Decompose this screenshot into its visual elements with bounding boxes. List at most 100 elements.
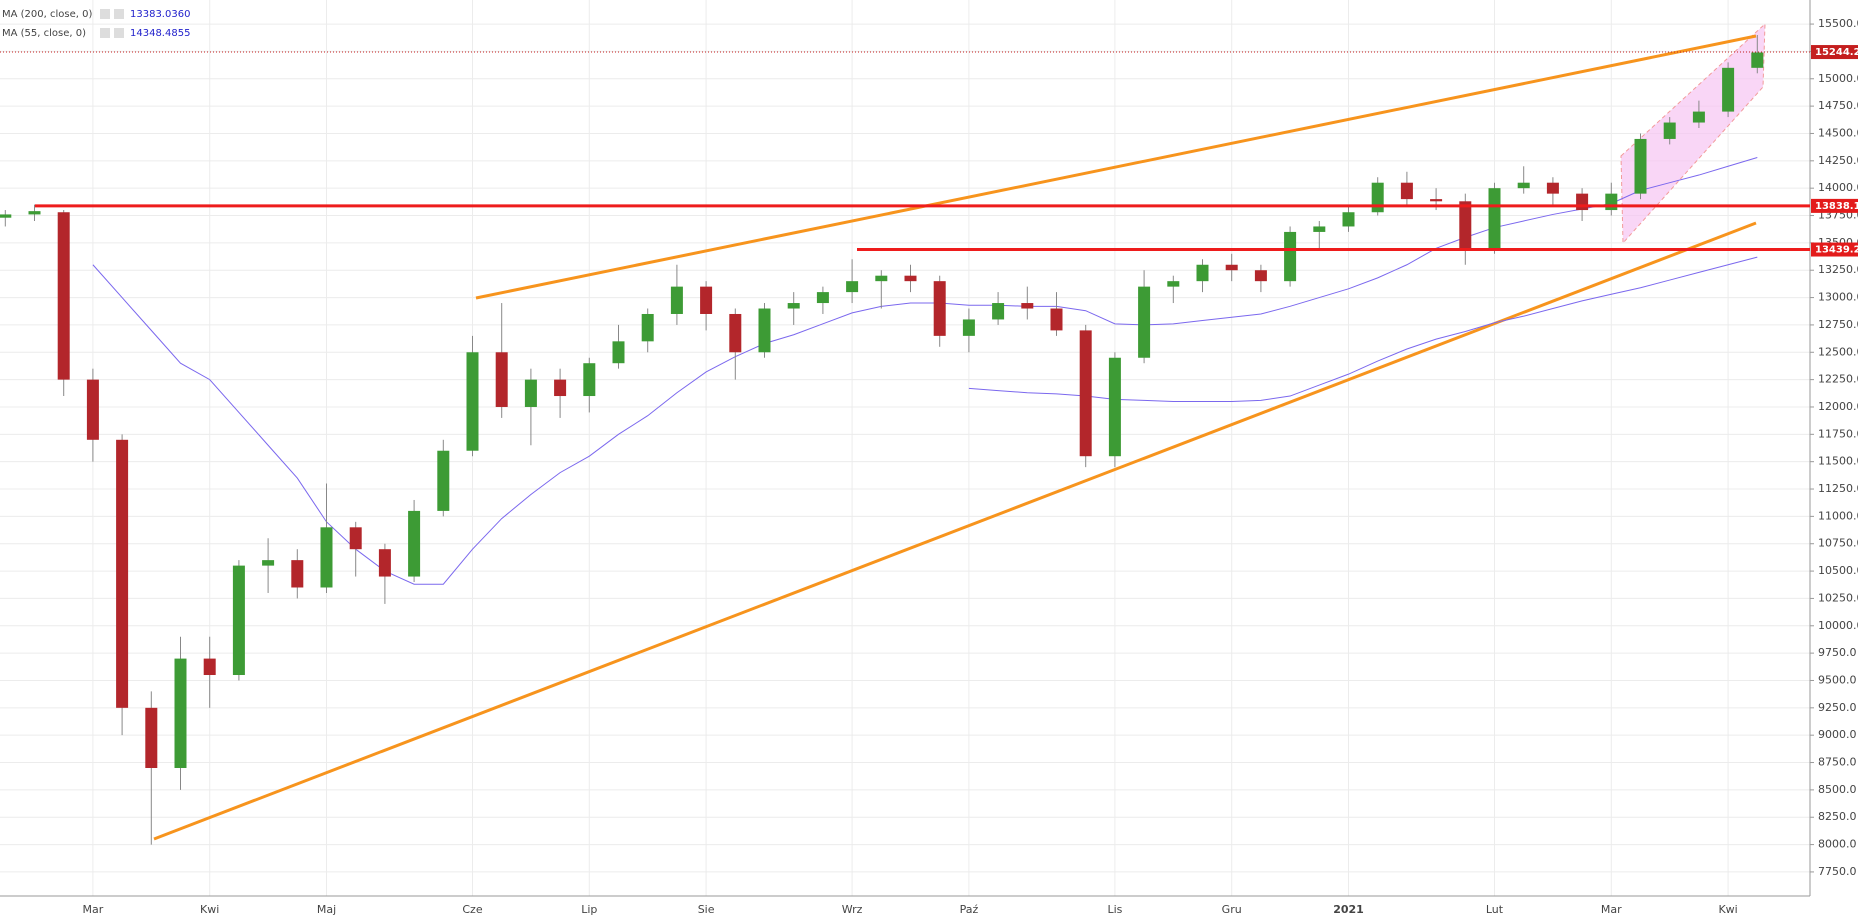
candle-body [846, 281, 859, 293]
candle-body [466, 352, 479, 451]
y-tick-label: 9250.0 [1818, 701, 1857, 714]
candle-body [0, 214, 12, 218]
candle-body [1079, 330, 1092, 457]
x-tick-label: Maj [317, 903, 336, 916]
candle-body [554, 379, 567, 397]
x-tick-label: Gru [1222, 903, 1242, 916]
candle-body [1692, 111, 1705, 123]
candle-body [28, 211, 41, 215]
candle-body [933, 281, 946, 336]
candle-body [1663, 122, 1676, 139]
y-tick-label: 12500.0 [1818, 345, 1858, 358]
legend-button [100, 28, 110, 38]
x-tick-label: Lis [1107, 903, 1122, 916]
candle-body [1371, 182, 1384, 213]
level-label-bg [1811, 198, 1858, 213]
candle-body [1138, 286, 1151, 358]
y-tick-label: 14000.0 [1818, 181, 1858, 194]
y-tick-label: 8000.0 [1818, 838, 1857, 851]
candle-body [1751, 52, 1764, 68]
y-tick-label: 14500.0 [1818, 126, 1858, 139]
candle-body [758, 308, 771, 353]
y-tick-label: 10000.0 [1818, 619, 1858, 632]
candle-body [116, 439, 129, 708]
candle-body [203, 658, 216, 676]
candle-body [1225, 264, 1238, 271]
candle-body [57, 212, 70, 380]
y-tick-label: 13250.0 [1818, 263, 1858, 276]
candle-body [1517, 182, 1530, 189]
candle-body [232, 565, 245, 676]
y-tick-label: 14750.0 [1818, 99, 1858, 112]
candle-body [349, 527, 362, 550]
candle-body [1634, 138, 1647, 194]
x-tick-label: Wrz [842, 903, 863, 916]
legend-button [114, 28, 124, 38]
candle-body [1546, 182, 1559, 194]
x-tick-label: Kwi [200, 903, 219, 916]
x-tick-label: Kwi [1718, 903, 1737, 916]
trend-line [475, 34, 1757, 300]
candle-body [670, 286, 683, 314]
candle-body [495, 352, 508, 407]
legend-button [114, 9, 124, 19]
y-tick-label: 15000.0 [1818, 72, 1858, 85]
level-label: 13439.2 [1815, 245, 1858, 256]
candle-body [174, 658, 187, 768]
candle-body [700, 286, 713, 314]
y-tick-label: 10750.0 [1818, 537, 1858, 550]
candle-body [583, 363, 596, 397]
candle-body [1488, 188, 1501, 249]
candle-body [1722, 67, 1735, 112]
x-tick-label: Mar [83, 903, 104, 916]
x-tick-label: Paź [960, 903, 979, 916]
candle-body [875, 275, 888, 282]
x-tick-label: Lip [581, 903, 597, 916]
candle-body [1313, 226, 1326, 232]
candle-body [1430, 199, 1443, 202]
y-tick-label: 10250.0 [1818, 591, 1858, 604]
legend-value: 14348.4855 [130, 28, 190, 39]
y-tick-label: 8500.0 [1818, 783, 1857, 796]
candle-body [1400, 182, 1413, 200]
y-tick-label: 12000.0 [1818, 400, 1858, 413]
y-tick-label: 11500.0 [1818, 455, 1858, 468]
candle-body [1342, 212, 1355, 227]
candle-body [1196, 264, 1209, 282]
y-tick-label: 13000.0 [1818, 291, 1858, 304]
candle-body [408, 510, 421, 577]
candle-body [291, 560, 304, 588]
candle-body [992, 303, 1005, 320]
candle-body [1108, 357, 1121, 457]
y-tick-label: 14250.0 [1818, 154, 1858, 167]
last-price-label: 15244.2 [1815, 47, 1858, 58]
y-tick-label: 8750.0 [1818, 756, 1857, 769]
candle-body [1459, 201, 1472, 249]
legend-button [100, 9, 110, 19]
y-tick-label: 7750.0 [1818, 865, 1857, 878]
y-tick-label: 9500.0 [1818, 673, 1857, 686]
x-tick-label: Mar [1601, 903, 1622, 916]
y-tick-label: 12250.0 [1818, 373, 1858, 386]
x-tick-label: Lut [1486, 903, 1504, 916]
level-label: 13838.1 [1815, 201, 1858, 212]
candle-body [641, 313, 654, 342]
candle-body [378, 549, 391, 577]
x-tick-label: Cze [462, 903, 482, 916]
last-price-bg [1811, 45, 1858, 60]
candle-body [1021, 303, 1034, 309]
candle-body [816, 292, 829, 304]
candle-body [787, 303, 800, 309]
candle-body [1605, 193, 1618, 211]
y-tick-label: 11750.0 [1818, 427, 1858, 440]
ma-line [968, 256, 1758, 403]
y-tick-label: 15500.0 [1818, 17, 1858, 30]
candle-body [437, 450, 450, 511]
candle-body [1254, 270, 1267, 282]
y-tick-label: 10500.0 [1818, 564, 1858, 577]
candle-body [262, 560, 275, 566]
candle-body [145, 707, 158, 768]
y-tick-label: 8250.0 [1818, 810, 1857, 823]
